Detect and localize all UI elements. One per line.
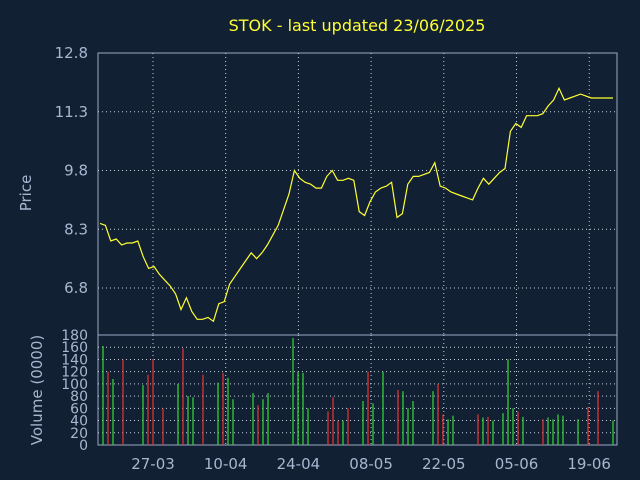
volume-y-tick-label: 40 bbox=[70, 414, 88, 430]
x-tick-label: 19-06 bbox=[567, 455, 611, 473]
volume-y-tick-label: 100 bbox=[61, 377, 88, 393]
price-y-tick-label: 9.8 bbox=[64, 162, 88, 180]
x-axis-ticks: 27-03 10-04 24-04 08-05 22-05 05-06 19-06 bbox=[131, 455, 611, 473]
volume-y-tick-label: 120 bbox=[61, 365, 88, 381]
price-gridlines bbox=[98, 53, 617, 335]
volume-y-tick-label: 180 bbox=[61, 328, 88, 344]
volume-y-tick-label: 20 bbox=[70, 426, 88, 442]
x-tick-label: 05-06 bbox=[495, 455, 539, 473]
price-y-ticks: 12.8 11.3 9.8 8.3 6.8 bbox=[55, 44, 88, 297]
volume-axis-label: Volume (0000) bbox=[28, 335, 46, 445]
price-series-line bbox=[99, 86, 613, 323]
x-tick-label: 27-03 bbox=[131, 455, 175, 473]
volume-y-tick-label: 140 bbox=[61, 352, 88, 368]
price-plot-frame bbox=[97, 52, 618, 336]
x-tick-label: 24-04 bbox=[277, 455, 321, 473]
price-y-tick-label: 6.8 bbox=[64, 279, 88, 297]
price-axis-label: Price bbox=[17, 175, 35, 212]
price-y-tick-label: 12.8 bbox=[55, 44, 88, 62]
price-panel: 12.8 11.3 9.8 8.3 6.8 Price bbox=[17, 44, 618, 336]
x-tick-label: 22-05 bbox=[422, 455, 466, 473]
price-y-tick-label: 8.3 bbox=[64, 220, 88, 238]
x-tick-label: 10-04 bbox=[204, 455, 248, 473]
chart-title: STOK - last updated 23/06/2025 bbox=[229, 16, 486, 35]
volume-y-tick-label: 60 bbox=[70, 401, 88, 417]
price-y-tick-label: 11.3 bbox=[55, 103, 88, 121]
volume-y-tick-label: 0 bbox=[79, 438, 88, 454]
x-tick-label: 08-05 bbox=[349, 455, 393, 473]
volume-plot-frame bbox=[97, 334, 618, 446]
volume-bars bbox=[102, 338, 614, 445]
volume-y-tick-label: 160 bbox=[61, 340, 88, 356]
volume-gridlines bbox=[98, 335, 617, 445]
volume-y-tick-label: 80 bbox=[70, 389, 88, 405]
